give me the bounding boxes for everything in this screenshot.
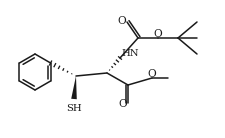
- Text: O: O: [154, 29, 162, 39]
- Text: O: O: [148, 69, 156, 79]
- Text: O: O: [118, 16, 126, 26]
- Text: SH: SH: [66, 104, 82, 113]
- Polygon shape: [71, 76, 77, 99]
- Text: HN: HN: [121, 50, 139, 59]
- Text: O: O: [119, 99, 127, 109]
